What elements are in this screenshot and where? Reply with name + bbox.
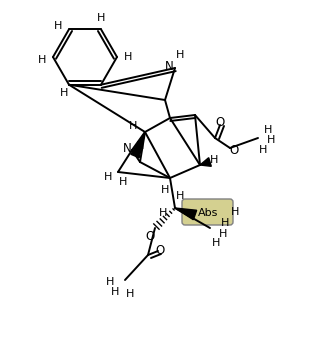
- Text: H: H: [119, 177, 127, 187]
- Text: H: H: [161, 185, 169, 195]
- Text: N: N: [123, 142, 131, 155]
- Text: O: O: [215, 115, 225, 129]
- Text: H: H: [221, 218, 229, 228]
- Text: H: H: [267, 135, 275, 145]
- Polygon shape: [200, 158, 211, 166]
- Text: H: H: [104, 172, 112, 182]
- Text: H: H: [54, 21, 62, 31]
- Text: O: O: [155, 244, 165, 257]
- Text: H: H: [126, 289, 134, 299]
- Text: H: H: [124, 52, 132, 62]
- Text: H: H: [264, 125, 272, 135]
- Text: H: H: [176, 191, 184, 201]
- Polygon shape: [175, 208, 197, 220]
- Text: H: H: [97, 13, 105, 23]
- Text: H: H: [136, 141, 144, 151]
- Text: H: H: [38, 55, 46, 65]
- Text: Abs: Abs: [198, 208, 218, 218]
- Text: H: H: [106, 277, 114, 287]
- Text: H: H: [60, 88, 68, 98]
- Text: H: H: [111, 287, 119, 297]
- Text: H: H: [259, 145, 267, 155]
- Text: H: H: [159, 208, 167, 218]
- Text: H: H: [176, 50, 184, 60]
- Text: H: H: [212, 238, 220, 248]
- Text: H: H: [210, 155, 218, 165]
- Text: H: H: [219, 229, 227, 239]
- Text: H: H: [129, 121, 137, 131]
- FancyBboxPatch shape: [182, 199, 233, 225]
- Text: O: O: [229, 143, 239, 156]
- Text: H: H: [231, 207, 239, 217]
- Text: O: O: [145, 229, 155, 242]
- Text: N: N: [165, 60, 173, 73]
- Polygon shape: [131, 132, 145, 158]
